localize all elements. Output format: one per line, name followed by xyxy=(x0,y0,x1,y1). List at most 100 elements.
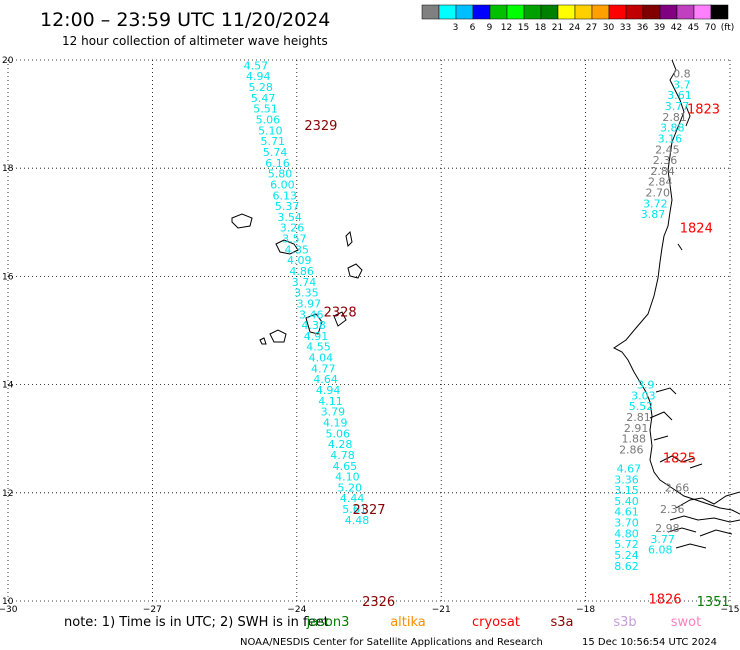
swh-value-label: 2.70 xyxy=(646,187,671,200)
swh-value-label: 3.03 xyxy=(631,389,656,402)
x-tick-label: −30 xyxy=(0,605,18,615)
colorbar-label: (ft) xyxy=(721,23,735,33)
swh-value-label: 6.13 xyxy=(273,189,298,202)
legend-entry: s3a xyxy=(550,615,573,630)
pass-time-label: 1826 xyxy=(648,592,681,607)
island-santo-antao xyxy=(231,213,253,229)
swh-value-label: 5.06 xyxy=(325,427,350,440)
swh-value-label: 4.10 xyxy=(335,471,360,484)
legend-entry: swot xyxy=(671,615,701,630)
chart-subtitle: 12 hour collection of altimeter wave hei… xyxy=(62,34,328,48)
swh-value-label: 1.88 xyxy=(621,433,646,446)
swh-value-label: 5.37 xyxy=(275,200,300,213)
swh-value-label: 4.78 xyxy=(330,449,355,462)
swh-value-label: 5.71 xyxy=(260,135,285,148)
swh-value-label: 6.00 xyxy=(270,178,295,191)
swh-value-label: 3.79 xyxy=(321,406,346,419)
island-boa-vista xyxy=(347,263,363,279)
credit-line: NOAA/NESDIS Center for Satellite Applica… xyxy=(240,637,543,648)
swh-value-label: 8.62 xyxy=(614,560,639,573)
swh-value-label: 4.55 xyxy=(306,341,331,354)
footer-note: note: 1) Time is in UTC; 2) SWH is in fe… xyxy=(64,615,329,630)
x-tick-label: −18 xyxy=(576,605,595,615)
swh-value-label: 3.9 xyxy=(637,379,655,392)
colorbar-label: 6 xyxy=(470,23,476,33)
colorbar-swatch xyxy=(472,4,491,20)
colorbar-label: 21 xyxy=(552,23,563,33)
swh-value-label: 5.80 xyxy=(268,168,293,181)
x-tick-label: −15 xyxy=(721,605,740,615)
swh-value-label: 4.35 xyxy=(285,243,310,256)
swh-value-label: 5.51 xyxy=(253,103,278,116)
colorbar-swatch xyxy=(710,4,729,20)
swh-value-label: 5.20 xyxy=(337,481,362,494)
pass-time-labels: 2329 2328 2327 2326 1823 1824 1825 1826 1351 xyxy=(304,103,729,610)
swh-value-label: 4.11 xyxy=(318,395,343,408)
colorbar-label: 12 xyxy=(501,23,512,33)
x-tick-label: −27 xyxy=(143,605,162,615)
swh-value-label: 5.40 xyxy=(614,495,639,508)
chart-title: 12:00 – 23:59 UTC 11/20/2024 xyxy=(40,9,330,31)
swh-value-label: 4.19 xyxy=(323,416,348,429)
swh-value-label: 6.16 xyxy=(265,157,290,170)
y-tick-label: 18 xyxy=(2,164,14,174)
colorbar-swatch xyxy=(659,4,678,20)
swh-value-label: 3.70 xyxy=(614,517,639,530)
colorbar-swatch xyxy=(523,4,542,20)
swh-value-label: 3.46 xyxy=(299,308,324,321)
swh-value-label: 3.97 xyxy=(297,297,322,310)
swh-value-label: 3.54 xyxy=(277,211,302,224)
colorbar-label: 30 xyxy=(603,23,615,33)
swh-value-label: 4.44 xyxy=(340,492,365,505)
colorbar-label: 24 xyxy=(569,23,581,33)
legend-entry: altika xyxy=(390,615,426,630)
swh-value-label: 2.81 xyxy=(662,111,687,124)
swh-value-label: 2.36 xyxy=(653,154,678,167)
pass-time-label: 2326 xyxy=(362,595,395,610)
colorbar-swatch xyxy=(608,4,627,20)
swh-value-label: 5.72 xyxy=(614,538,639,551)
colorbar-swatch xyxy=(421,4,440,20)
colorbar-swatch xyxy=(591,4,610,20)
swh-value-label: 4.48 xyxy=(345,514,370,527)
swh-value-label: 3.87 xyxy=(641,208,666,221)
color-scale-bar: 3 6 9 12 15 18 21 24 27 30 33 36 39 42 45 70 (ft) xyxy=(421,4,735,33)
swh-value-label: 5.47 xyxy=(251,92,276,105)
pass-time-label: 1825 xyxy=(663,452,696,467)
swh-value-label: 2.66 xyxy=(665,481,690,494)
colorbar-swatch xyxy=(557,4,576,20)
colorbar-swatch xyxy=(506,4,525,20)
swh-value-label: 3.36 xyxy=(614,473,639,486)
legend-entry: s3b xyxy=(613,615,636,630)
swh-value-label: 2.36 xyxy=(660,503,685,516)
generated-timestamp: 15 Dec 10:56:54 UTC 2024 xyxy=(582,637,717,648)
x-tick-label: −21 xyxy=(432,605,451,615)
island-sao-vicente xyxy=(275,239,299,255)
swh-value-label: 3.88 xyxy=(660,122,685,135)
swh-value-label: 2.84 xyxy=(650,165,675,178)
colorbar-swatch xyxy=(455,4,474,20)
pass-time-label: 2328 xyxy=(324,306,357,321)
swh-value-label: 2.45 xyxy=(655,143,680,156)
island-santiago xyxy=(305,311,347,335)
colorbar-label: 42 xyxy=(671,23,682,33)
legend-entry: cryosat xyxy=(472,615,520,630)
swh-value-label: 2.98 xyxy=(655,522,680,535)
swh-value-label: 4.80 xyxy=(614,527,639,540)
x-tick-label: −24 xyxy=(287,605,306,615)
colorbar-label: 33 xyxy=(620,23,631,33)
y-tick-label: 14 xyxy=(2,381,14,391)
swh-value-label: 5.74 xyxy=(263,146,288,159)
colorbar-label: 45 xyxy=(688,23,699,33)
colorbar-swatch xyxy=(676,4,695,20)
swh-value-label: 2.86 xyxy=(619,444,644,457)
swh-value-label: 4.64 xyxy=(313,373,338,386)
river-inlets xyxy=(649,105,703,469)
y-tick-label: 12 xyxy=(2,489,13,499)
colorbar-swatch xyxy=(625,4,644,20)
colorbar-label: 15 xyxy=(518,23,529,33)
swh-value-label: 3.35 xyxy=(294,287,319,300)
colorbar-swatch xyxy=(489,4,508,20)
swh-value-label: 5.06 xyxy=(256,114,281,127)
